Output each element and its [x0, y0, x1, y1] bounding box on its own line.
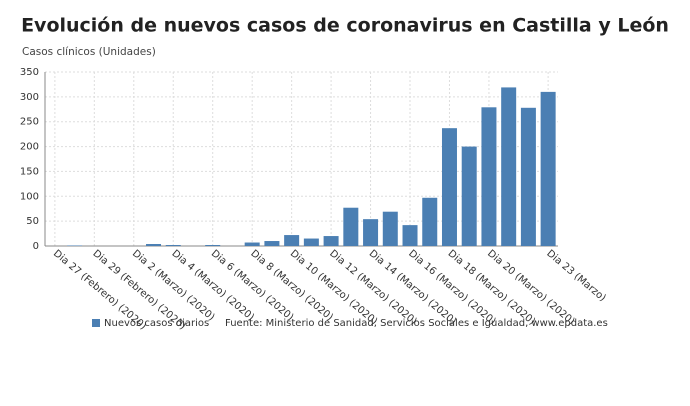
- bar: [402, 225, 418, 246]
- y-tick-label: 100: [20, 191, 39, 202]
- y-tick-label: 350: [20, 67, 39, 78]
- chart-title: Evolución de nuevos casos de coronavirus…: [21, 15, 669, 37]
- bar: [244, 242, 260, 246]
- legend-swatch: [92, 319, 100, 327]
- y-tick-label: 50: [26, 216, 39, 227]
- bar: [284, 235, 300, 246]
- bar: [441, 128, 457, 246]
- bar: [363, 219, 379, 246]
- bar: [343, 207, 359, 246]
- legend-label: Nuevos casos diarios: [104, 318, 209, 329]
- y-tick-label: 200: [20, 142, 39, 153]
- bar: [205, 245, 221, 246]
- bar: [146, 244, 162, 246]
- bar: [165, 245, 181, 246]
- bar: [540, 91, 556, 246]
- bar: [422, 197, 438, 246]
- y-tick-label: 150: [20, 166, 39, 177]
- y-axis-title: Casos clínicos (Unidades): [22, 46, 156, 58]
- bar: [520, 107, 536, 247]
- bar: [382, 211, 398, 246]
- bar: [461, 146, 477, 246]
- bar: [481, 107, 497, 246]
- y-tick-label: 0: [33, 241, 39, 252]
- bar: [303, 238, 319, 246]
- bar: [323, 236, 339, 246]
- bar: [264, 241, 280, 246]
- y-tick-label: 300: [20, 92, 39, 103]
- source: Fuente: Ministerio de Sanidad, Servicios…: [225, 318, 608, 329]
- y-tick-label: 250: [20, 117, 39, 128]
- x-tick-label: Dia 23 (Marzo): [544, 248, 608, 304]
- bar: [501, 87, 517, 246]
